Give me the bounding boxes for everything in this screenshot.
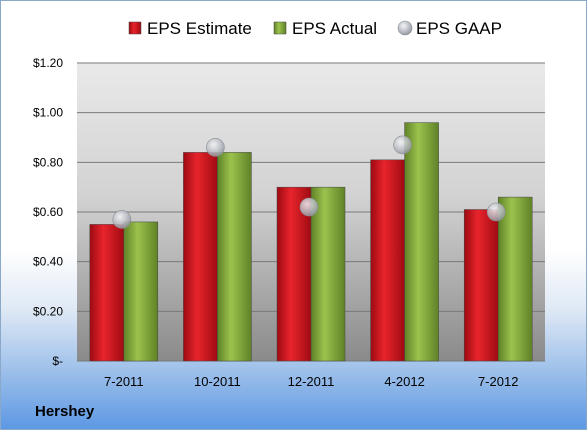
bar-eps-estimate	[183, 152, 218, 362]
legend-label: EPS Estimate	[147, 19, 252, 38]
marker-eps-gaap	[299, 197, 319, 217]
marker-eps-gaap	[486, 202, 506, 222]
marker-eps-gaap	[206, 138, 225, 157]
bar-eps-actual	[217, 152, 252, 362]
legend-swatch	[128, 21, 142, 35]
y-tick-label: $0.40	[33, 255, 63, 269]
bar-eps-actual	[497, 196, 533, 362]
y-tick-label: $-	[52, 354, 63, 368]
legend-label: EPS Actual	[292, 19, 377, 38]
x-tick-label: 12-2011	[288, 374, 335, 389]
marker-eps-gaap	[112, 210, 132, 229]
bar-eps-actual	[310, 186, 346, 362]
marker-eps-gaap	[393, 135, 412, 155]
bar-eps-estimate	[89, 224, 125, 362]
y-tick-label: $1.20	[33, 56, 63, 70]
x-tick-label: 4-2012	[384, 374, 424, 389]
legend-swatch	[273, 21, 287, 35]
x-tick-label: 7-2012	[478, 374, 518, 389]
x-tick-label: 10-2011	[194, 374, 241, 389]
legend-swatch	[397, 20, 413, 36]
bar-eps-estimate	[370, 159, 405, 362]
x-tick-label: 7-2011	[104, 374, 144, 389]
y-tick-label: $1.00	[33, 106, 63, 120]
legend-label: EPS GAAP	[416, 19, 502, 38]
y-tick-label: $0.80	[33, 155, 63, 169]
bar-eps-estimate	[463, 209, 499, 362]
y-tick-label: $0.60	[33, 205, 63, 219]
bar-eps-actual	[123, 221, 159, 362]
company-name: Hershey	[35, 403, 95, 420]
bar-eps-actual	[404, 122, 439, 362]
y-tick-label: $0.20	[33, 304, 63, 318]
